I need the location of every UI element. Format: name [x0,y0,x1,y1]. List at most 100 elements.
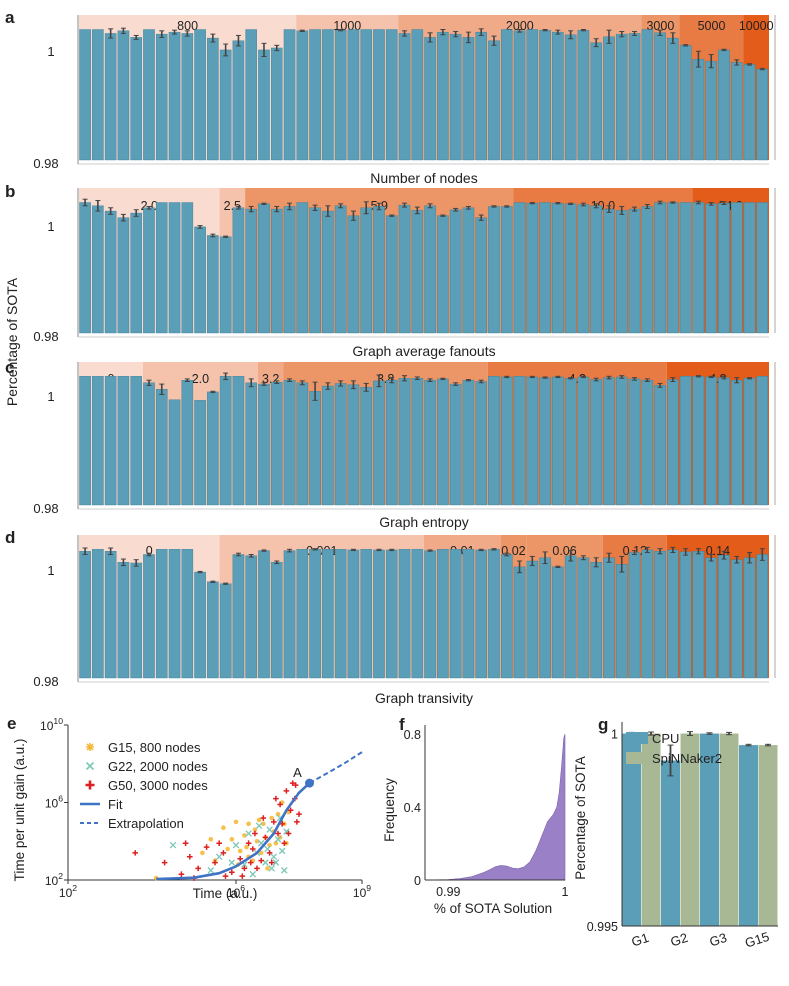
bar-d-34 [513,566,526,679]
bar-b-25 [398,204,411,334]
g-bar-0-0 [622,733,641,926]
e-xtick-0-base: 10 [59,886,73,900]
e-point-2-32 [216,840,222,846]
bar-c-22 [360,387,372,506]
bar-c-36 [539,377,551,506]
bar-c-30 [462,380,475,506]
e-point-1-15 [249,870,257,878]
bar-b-21 [347,215,360,334]
e-legend-label-1: G22, 2000 nodes [108,759,208,774]
e-ytick-0-base: 10 [45,874,59,888]
bar-d-20 [334,549,347,679]
e-point-0-14 [267,842,272,848]
bar-d-30 [462,549,475,679]
bar-c-48 [692,376,705,506]
bar-c-26 [411,378,424,506]
bar-c-31 [475,381,487,506]
bar-b-50 [718,202,730,334]
ytick-top-b: 1 [47,219,54,234]
bar-d-1 [92,549,104,679]
e-point-1-16 [268,865,275,872]
bar-c-19 [322,385,334,506]
bar-a-0 [79,29,91,161]
band-label-a-3: 3000 [646,19,674,33]
g-bar-3-0 [739,745,758,926]
bar-d-26 [411,549,424,679]
panel-letter-c: c [5,358,14,377]
bar-a-35 [526,29,539,161]
bar-a-26 [411,29,424,161]
bar-b-20 [334,205,347,334]
bar-d-29 [449,549,462,679]
bar-a-24 [385,29,398,161]
bar-d-43 [628,552,641,679]
bar-c-38 [564,378,577,506]
e-point-1-10 [270,853,278,861]
bar-b-48 [692,202,705,334]
e-point-2-0 [132,850,138,856]
bar-d-2 [104,551,117,679]
bar-d-47 [679,551,692,679]
bar-b-34 [513,202,526,334]
bar-d-23 [373,549,385,679]
bar-b-41 [603,208,615,334]
e-point-0-4 [229,837,235,842]
e-point-0-6 [237,848,243,854]
bar-c-7 [168,399,181,506]
bar-c-1 [92,376,104,506]
e-point-2-6 [212,859,218,866]
bar-c-28 [437,378,449,506]
bar-c-37 [552,376,564,506]
bar-d-0 [79,551,91,679]
g-bar-1-0 [661,760,680,926]
bar-c-13 [245,382,257,506]
bar-c-2 [104,376,117,506]
panel-letter-e: e [7,714,16,733]
g-bar-2-0 [700,733,719,926]
bar-b-7 [168,202,181,334]
e-ylabel: Time per unit gain (a.u.) [12,739,27,882]
e-point-2-21 [283,788,290,794]
bar-c-16 [283,380,296,506]
e-point-2-29 [252,830,258,837]
e-point-2-39 [292,782,299,788]
bar-b-19 [322,210,334,334]
bar-b-31 [475,217,487,334]
e-point-0-2 [208,837,214,842]
bar-b-12 [232,207,245,334]
e-point-0-1 [200,850,205,856]
e-point-2-8 [229,869,235,876]
e-point-0-28 [225,846,230,852]
bar-c-32 [488,376,500,506]
xlabel-b: Graph average fanouts [352,343,495,359]
bar-b-14 [258,203,270,334]
e-point-2-25 [294,819,300,825]
bar-c-40 [590,379,602,506]
e-ytick-0: 102 [45,871,63,888]
bar-d-36 [539,557,551,679]
bar-b-23 [373,206,385,334]
e-point-0-5 [233,819,239,825]
bar-b-27 [424,205,436,334]
bar-a-53 [756,68,769,161]
e-point-2-31 [281,840,288,846]
bar-d-50 [718,554,730,679]
bar-c-49 [705,376,717,506]
e-ytick-2-exp: 10 [53,716,63,726]
bar-c-21 [347,384,360,506]
e-point-1-0 [169,841,177,849]
bar-b-22 [360,207,372,334]
bar-a-49 [705,60,717,161]
bar-b-3 [117,217,130,334]
f-xtick-1: 1 [562,885,569,899]
bar-a-30 [462,37,475,161]
e-xtick-1: 106 [227,883,245,900]
bar-d-25 [398,549,411,679]
ytick-top-d: 1 [47,563,54,578]
e-ytick-1: 106 [45,794,63,811]
bar-c-27 [424,380,436,506]
e-point-0-17 [273,840,279,846]
bar-d-37 [552,566,564,679]
